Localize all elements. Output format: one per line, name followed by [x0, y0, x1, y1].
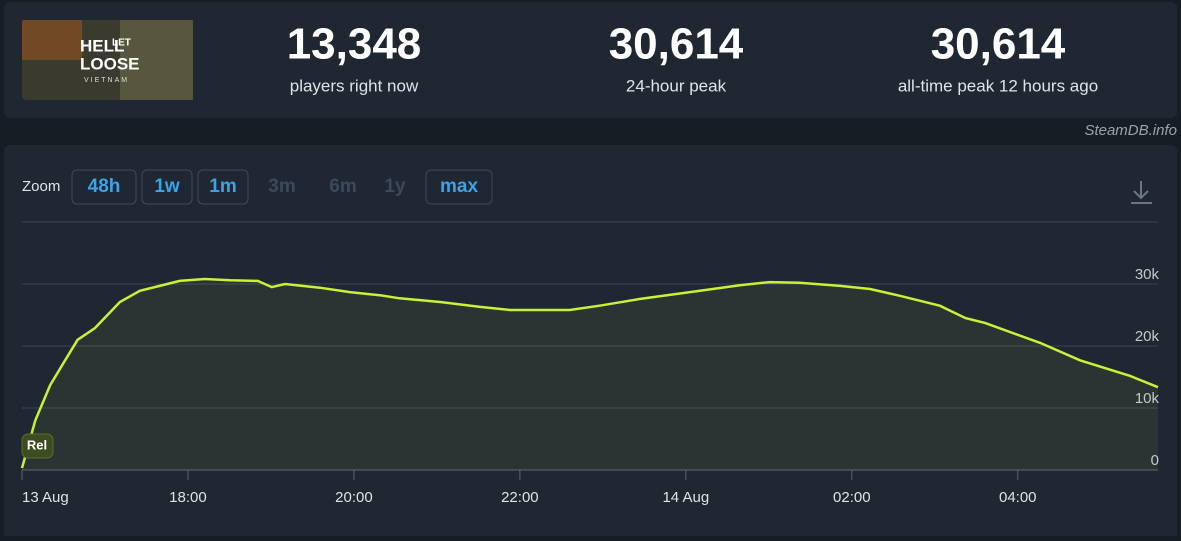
zoom-button[interactable]: 1w: [141, 169, 193, 205]
zoom-button-frame: [141, 169, 193, 205]
credit: SteamDB.info: [1084, 122, 1177, 139]
stat-label: players right now: [290, 76, 419, 95]
line: [20, 277, 1159, 469]
zoom-button-text: 1w: [154, 176, 180, 197]
y-tick-label: 10k: [1135, 390, 1160, 407]
logo-scene: [120, 20, 193, 100]
y-tick-label: 20k: [1135, 328, 1160, 345]
x-tick-label: 22:00: [501, 489, 539, 506]
logo: HELL LET LOOSE VIETNAM: [22, 20, 193, 100]
logo-text: VIETNAM: [84, 77, 129, 84]
y-tick-label: 30k: [1135, 266, 1160, 283]
x-tick-label: 04:00: [999, 489, 1037, 506]
zoom-button[interactable]: max: [425, 169, 493, 205]
zoom-button-text: 3m: [268, 176, 295, 197]
logo-text: LOOSE: [80, 54, 140, 73]
stat-label: 24-hour peak: [626, 76, 727, 95]
zoom-label: Zoom: [22, 178, 60, 195]
zoom-button-text: 6m: [329, 176, 356, 197]
zoom-button-text: 1y: [384, 176, 406, 197]
area: [22, 279, 1158, 470]
stat-value: 13,348: [287, 20, 422, 69]
x-tick-label: 13 Aug: [22, 489, 69, 506]
annotation: Rel: [27, 437, 47, 452]
zoom-button-text: max: [440, 176, 478, 197]
stat-value: 30,614: [609, 20, 744, 69]
stats-card: [4, 2, 1177, 118]
zoom-button-frame: [197, 169, 249, 205]
x-tick-label: 14 Aug: [662, 489, 709, 506]
zoom-button-text: 1m: [209, 176, 236, 197]
zoom-button[interactable]: 3m: [268, 176, 295, 197]
stat-value: 30,614: [931, 20, 1066, 69]
x-tick-label: 20:00: [335, 489, 373, 506]
download-icon: [1133, 190, 1149, 200]
chart-card: [4, 145, 1177, 541]
x-tick-label: 18:00: [169, 489, 207, 506]
zoom-button[interactable]: 6m: [329, 176, 356, 197]
zoom-button[interactable]: 48h: [71, 169, 137, 205]
zoom-button-frame: [71, 169, 137, 205]
y-tick-label: 0: [1151, 452, 1159, 469]
zoom-button[interactable]: 1y: [384, 176, 406, 197]
download-button[interactable]: [1131, 181, 1152, 204]
logo-fire: [22, 20, 82, 60]
zoom-button-text: 48h: [88, 176, 121, 197]
zoom-button[interactable]: 1m: [197, 169, 249, 205]
stat-label: all-time peak 12 hours ago: [898, 76, 1098, 95]
x-tick-label: 02:00: [833, 489, 871, 506]
logo-text: HELL: [80, 36, 124, 55]
annotation-badge: [21, 433, 54, 459]
zoom-button-frame: [425, 169, 493, 205]
logo-text: LET: [112, 38, 131, 49]
